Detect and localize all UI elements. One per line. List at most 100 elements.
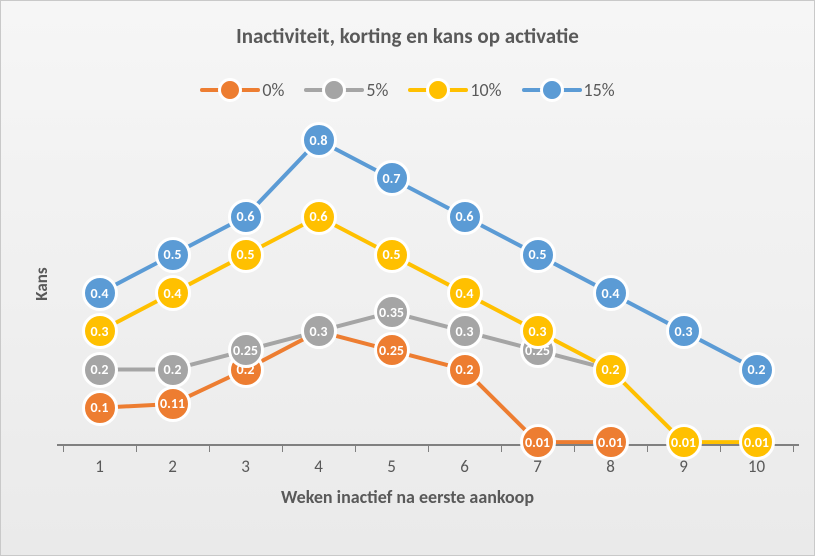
data-marker: 0.5 [155,237,191,273]
legend-label: 5% [366,79,388,101]
data-marker: 0.4 [155,275,191,311]
chart-title: Inactiviteit, korting en kans op activat… [1,23,814,49]
legend-item-10pct: 10% [408,79,501,101]
data-marker: 0.8 [301,122,337,158]
data-label: 0.3 [529,323,547,340]
legend-marker [408,79,468,101]
data-marker: 0.2 [155,352,191,388]
data-label: 0.25 [379,342,404,359]
data-label: 0.2 [748,361,766,378]
legend-marker [522,79,582,101]
x-tick-mark [793,446,794,452]
data-label: 0.5 [383,246,401,263]
data-marker: 0.5 [228,237,264,273]
x-tick-mark [501,446,502,452]
data-marker: 0.6 [228,199,264,235]
data-marker: 0.6 [447,199,483,235]
legend-marker [200,79,260,101]
data-marker: 0.01 [520,424,556,460]
plot-area: 123456789100.10.110.20.30.250.20.010.010… [63,121,793,446]
data-marker: 0.3 [301,313,337,349]
x-tick-mark [282,446,283,452]
data-label: 0.6 [237,208,255,225]
data-marker: 0.2 [447,352,483,388]
y-axis-title: Kans [31,267,52,300]
legend-item-15pct: 15% [522,79,615,101]
data-marker: 0.1 [82,390,118,426]
data-label: 0.8 [310,132,328,149]
data-marker: 0.25 [374,332,410,368]
legend-label: 15% [584,79,615,101]
legend-item-5pct: 5% [304,79,388,101]
series-line-15% [100,140,757,369]
data-label: 0.01 [598,434,623,451]
x-tick-mark [355,446,356,452]
data-label: 0.5 [237,246,255,263]
data-label: 0.3 [456,323,474,340]
data-label: 0.5 [164,246,182,263]
legend-item-0pct: 0% [200,79,284,101]
data-marker: 0.11 [155,386,191,422]
data-label: 0.4 [91,285,109,302]
data-marker: 0.5 [374,237,410,273]
x-tick-mark [136,446,137,452]
data-marker: 0.01 [739,424,775,460]
data-marker: 0.3 [82,313,118,349]
x-tick-mark [574,446,575,452]
data-marker: 0.3 [520,313,556,349]
data-label: 0.25 [233,342,258,359]
legend-marker [304,79,364,101]
data-marker: 0.7 [374,160,410,196]
x-tick-mark [209,446,210,452]
legend-label: 0% [262,79,284,101]
x-tick-mark [63,446,64,452]
x-tick-label: 1 [95,456,104,477]
data-label: 0.6 [310,208,328,225]
data-marker: 0.25 [228,332,264,368]
data-label: 0.01 [671,434,696,451]
x-tick-label: 5 [387,456,396,477]
data-marker: 0.35 [374,294,410,330]
x-tick-label: 4 [314,456,323,477]
data-label: 0.1 [91,399,109,416]
data-marker: 0.2 [82,352,118,388]
legend-label: 10% [470,79,501,101]
data-label: 0.3 [91,323,109,340]
data-label: 0.01 [525,434,550,451]
data-label: 0.2 [456,361,474,378]
data-label: 0.3 [310,323,328,340]
data-label: 0.2 [602,361,620,378]
data-marker: 0.01 [593,424,629,460]
data-marker: 0.6 [301,199,337,235]
data-label: 0.11 [160,395,185,412]
data-marker: 0.4 [593,275,629,311]
data-label: 0.5 [529,246,547,263]
x-tick-label: 3 [241,456,250,477]
data-marker: 0.4 [447,275,483,311]
x-tick-mark [720,446,721,452]
x-tick-mark [647,446,648,452]
data-marker: 0.2 [739,352,775,388]
data-marker: 0.4 [82,275,118,311]
chart-container: Inactiviteit, korting en kans op activat… [0,0,815,556]
x-tick-mark [428,446,429,452]
data-marker: 0.2 [593,352,629,388]
data-marker: 0.3 [447,313,483,349]
data-label: 0.4 [164,285,182,302]
data-label: 0.01 [744,434,769,451]
data-label: 0.3 [675,323,693,340]
data-marker: 0.3 [666,313,702,349]
data-label: 0.7 [383,170,401,187]
x-tick-label: 6 [460,456,469,477]
data-label: 0.35 [379,304,404,321]
data-marker: 0.5 [520,237,556,273]
x-axis-title: Weken inactief na eerste aankoop [1,486,814,508]
chart-legend: 0% 5% 10% 15% [1,79,814,101]
data-label: 0.4 [602,285,620,302]
series-line-10% [100,217,757,443]
data-label: 0.4 [456,285,474,302]
data-label: 0.6 [456,208,474,225]
data-label: 0.2 [164,361,182,378]
x-tick-label: 2 [168,456,177,477]
data-marker: 0.01 [666,424,702,460]
